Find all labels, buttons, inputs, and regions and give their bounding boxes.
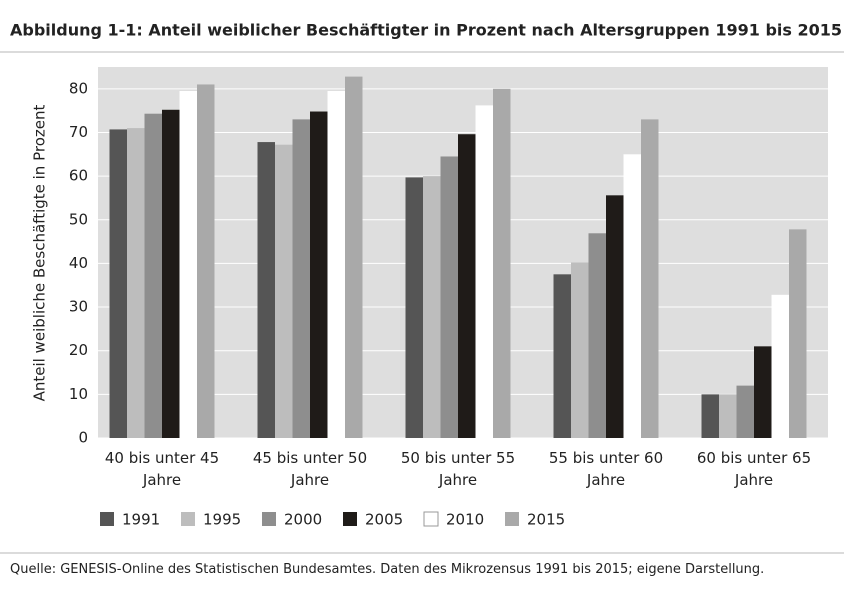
bar [754,346,772,438]
y-tick-label: 60 [69,167,88,185]
legend-swatch [343,512,357,526]
y-tick-label: 50 [69,210,88,228]
legend-label: 1991 [122,511,160,529]
y-tick-label: 30 [69,298,88,316]
bar [553,274,571,438]
bar [127,128,145,438]
y-tick-label: 20 [69,341,88,359]
bar [440,156,458,438]
bar [310,111,328,439]
bar [571,262,589,438]
x-tick-label: 60 bis unter 65 Jahre [697,449,811,489]
bar [257,142,275,438]
legend-swatch [100,512,114,526]
bar [606,195,624,438]
bar [197,84,215,438]
bar [109,129,127,439]
bar [789,229,807,438]
bar [458,134,476,438]
legend-swatch [262,512,276,526]
bar [719,394,737,438]
bar [292,119,310,439]
bar [623,154,641,438]
legend-label: 2005 [365,511,403,529]
bar [327,91,345,438]
bar [771,294,789,438]
bar [736,385,754,438]
bar [179,91,197,438]
y-tick-label: 70 [69,123,88,141]
legend-label: 1995 [203,511,241,529]
bar [275,144,293,438]
bar [701,394,719,438]
bar [162,109,180,439]
x-tick-label: 40 bis unter 45 Jahre [105,449,219,489]
chart-title: Abbildung 1-1: Anteil weiblicher Beschäf… [10,21,842,40]
y-tick-label: 40 [69,254,88,272]
bar [423,176,441,438]
bar [641,119,659,439]
legend-swatch [423,511,439,527]
y-tick-label: 80 [69,79,88,97]
y-tick-label: 0 [78,429,88,447]
bar [475,105,493,438]
bar [405,177,423,438]
x-tick-label: 55 bis unter 60 Jahre [549,449,663,489]
chart: Abbildung 1-1: Anteil weiblicher Beschäf… [0,21,844,554]
source-note: Quelle: GENESIS-Online des Statistischen… [10,562,765,577]
bar [144,113,162,438]
legend-label: 2015 [527,511,565,529]
legend-swatch [181,512,195,526]
legend-label: 2000 [284,511,322,529]
bar [493,88,511,438]
x-tick-label: 50 bis unter 55 Jahre [401,449,515,489]
y-tick-label: 10 [69,385,88,403]
bar [345,76,363,438]
bar [588,233,606,438]
y-axis-label: Anteil weibliche Beschäftigte in Prozent [31,105,49,402]
legend-label: 2010 [446,511,484,529]
x-tick-label: 45 bis unter 50 Jahre [253,449,367,489]
legend-swatch [505,512,519,526]
